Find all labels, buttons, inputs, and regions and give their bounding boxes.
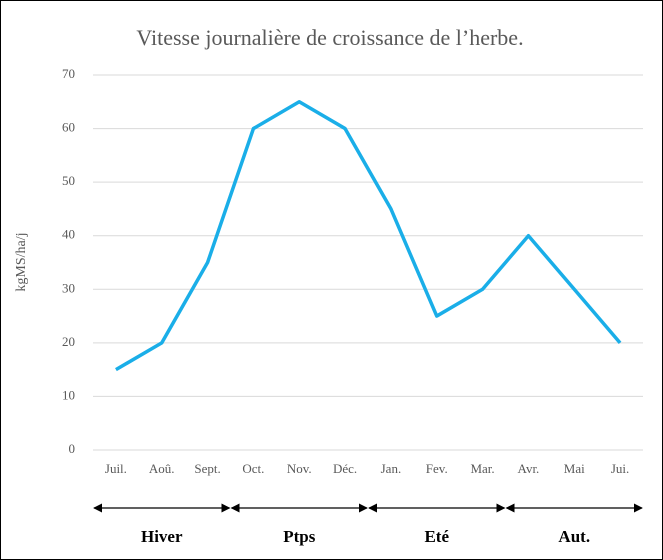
- x-tick-label: Jan.: [381, 461, 402, 476]
- y-tick-label: 60: [62, 120, 75, 135]
- season-label: Ptps: [283, 527, 316, 546]
- y-tick-label: 40: [62, 227, 75, 242]
- season-label: Hiver: [141, 527, 183, 546]
- x-tick-label: Fev.: [426, 461, 448, 476]
- x-tick-label: Sept.: [194, 461, 220, 476]
- x-tick-label: Nov.: [287, 461, 312, 476]
- season-label: Eté: [424, 527, 449, 546]
- y-tick-label: 20: [62, 334, 75, 349]
- x-tick-label: Avr.: [518, 461, 540, 476]
- y-tick-label: 10: [62, 387, 75, 402]
- y-axis-label: kgMS/ha/j: [14, 232, 29, 291]
- y-tick-label: 70: [62, 66, 75, 81]
- x-tick-label: Mar.: [470, 461, 494, 476]
- x-tick-label: Juil.: [105, 461, 127, 476]
- y-tick-label: 0: [69, 441, 76, 456]
- x-tick-label: Déc.: [333, 461, 357, 476]
- season-label: Aut.: [558, 527, 590, 546]
- y-tick-label: 50: [62, 173, 75, 188]
- chart-title: Vitesse journalière de croissance de l’h…: [136, 25, 523, 50]
- x-tick-label: Mai: [564, 461, 585, 476]
- x-tick-label: Jui.: [611, 461, 629, 476]
- x-tick-label: Oct.: [242, 461, 264, 476]
- y-tick-label: 30: [62, 280, 75, 295]
- x-tick-label: Aoû.: [149, 461, 175, 476]
- data-line: [115, 100, 622, 372]
